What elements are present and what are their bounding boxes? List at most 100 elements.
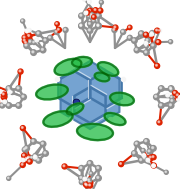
Circle shape	[88, 162, 90, 164]
Circle shape	[112, 28, 117, 33]
Circle shape	[85, 10, 90, 15]
Circle shape	[158, 121, 160, 123]
Circle shape	[56, 23, 57, 24]
Ellipse shape	[72, 57, 92, 67]
Circle shape	[150, 146, 156, 151]
Circle shape	[148, 150, 150, 152]
Circle shape	[90, 13, 92, 15]
Circle shape	[88, 1, 90, 2]
Circle shape	[96, 13, 101, 19]
Circle shape	[144, 50, 149, 55]
Circle shape	[143, 32, 148, 37]
Circle shape	[96, 175, 101, 181]
Circle shape	[24, 146, 30, 151]
Circle shape	[169, 40, 173, 44]
Circle shape	[85, 12, 86, 13]
Ellipse shape	[36, 84, 68, 99]
Circle shape	[7, 104, 9, 106]
Circle shape	[174, 95, 176, 97]
Circle shape	[48, 35, 53, 40]
Circle shape	[41, 48, 43, 50]
Circle shape	[121, 29, 126, 34]
Circle shape	[133, 39, 135, 41]
Circle shape	[88, 29, 90, 31]
Circle shape	[32, 51, 34, 53]
Polygon shape	[60, 61, 120, 129]
Circle shape	[43, 151, 48, 156]
Circle shape	[80, 167, 82, 169]
Circle shape	[23, 36, 25, 38]
Circle shape	[79, 13, 84, 19]
Circle shape	[179, 96, 180, 99]
Circle shape	[145, 51, 147, 53]
Circle shape	[89, 12, 94, 17]
Circle shape	[132, 38, 137, 43]
Circle shape	[176, 94, 178, 96]
Circle shape	[168, 103, 174, 108]
Circle shape	[63, 28, 68, 33]
Circle shape	[22, 95, 24, 97]
Circle shape	[28, 35, 30, 36]
Circle shape	[54, 29, 59, 34]
Circle shape	[99, 9, 101, 11]
Circle shape	[32, 140, 34, 142]
Circle shape	[0, 90, 2, 93]
Circle shape	[152, 147, 154, 149]
Circle shape	[7, 176, 11, 180]
Circle shape	[90, 172, 91, 174]
Circle shape	[175, 93, 180, 98]
Circle shape	[88, 9, 90, 11]
Circle shape	[79, 166, 84, 171]
Circle shape	[148, 155, 154, 161]
Circle shape	[84, 11, 88, 15]
Ellipse shape	[98, 62, 118, 76]
Ellipse shape	[110, 93, 134, 105]
Circle shape	[44, 39, 46, 41]
Circle shape	[34, 156, 35, 157]
Circle shape	[93, 8, 98, 13]
Circle shape	[30, 156, 34, 160]
Circle shape	[87, 178, 92, 183]
Circle shape	[151, 155, 156, 160]
Circle shape	[10, 91, 14, 94]
Circle shape	[6, 86, 12, 91]
Circle shape	[159, 30, 160, 31]
Circle shape	[170, 88, 172, 90]
Circle shape	[135, 142, 137, 144]
Circle shape	[150, 43, 156, 48]
Circle shape	[26, 30, 27, 31]
Circle shape	[174, 91, 175, 93]
Circle shape	[142, 149, 143, 151]
Circle shape	[152, 156, 154, 157]
Circle shape	[56, 27, 61, 32]
Circle shape	[171, 96, 172, 98]
Circle shape	[151, 163, 156, 168]
Circle shape	[41, 142, 43, 144]
Circle shape	[92, 15, 96, 19]
Circle shape	[31, 50, 36, 55]
Circle shape	[31, 139, 36, 144]
Circle shape	[84, 183, 86, 185]
Circle shape	[89, 184, 90, 186]
Circle shape	[32, 40, 36, 44]
Circle shape	[24, 40, 29, 46]
Circle shape	[156, 64, 157, 66]
Circle shape	[82, 0, 86, 1]
Circle shape	[21, 19, 25, 23]
Circle shape	[169, 87, 174, 92]
Circle shape	[33, 155, 37, 159]
Circle shape	[145, 45, 147, 46]
Circle shape	[143, 157, 145, 159]
Circle shape	[36, 39, 37, 40]
Circle shape	[152, 164, 155, 167]
Circle shape	[89, 22, 90, 24]
Circle shape	[6, 103, 12, 108]
Circle shape	[2, 93, 4, 95]
Circle shape	[21, 94, 26, 100]
Circle shape	[149, 156, 151, 158]
Circle shape	[80, 24, 82, 26]
Circle shape	[88, 179, 89, 181]
Circle shape	[88, 181, 90, 183]
Circle shape	[28, 29, 31, 32]
Circle shape	[97, 24, 99, 26]
